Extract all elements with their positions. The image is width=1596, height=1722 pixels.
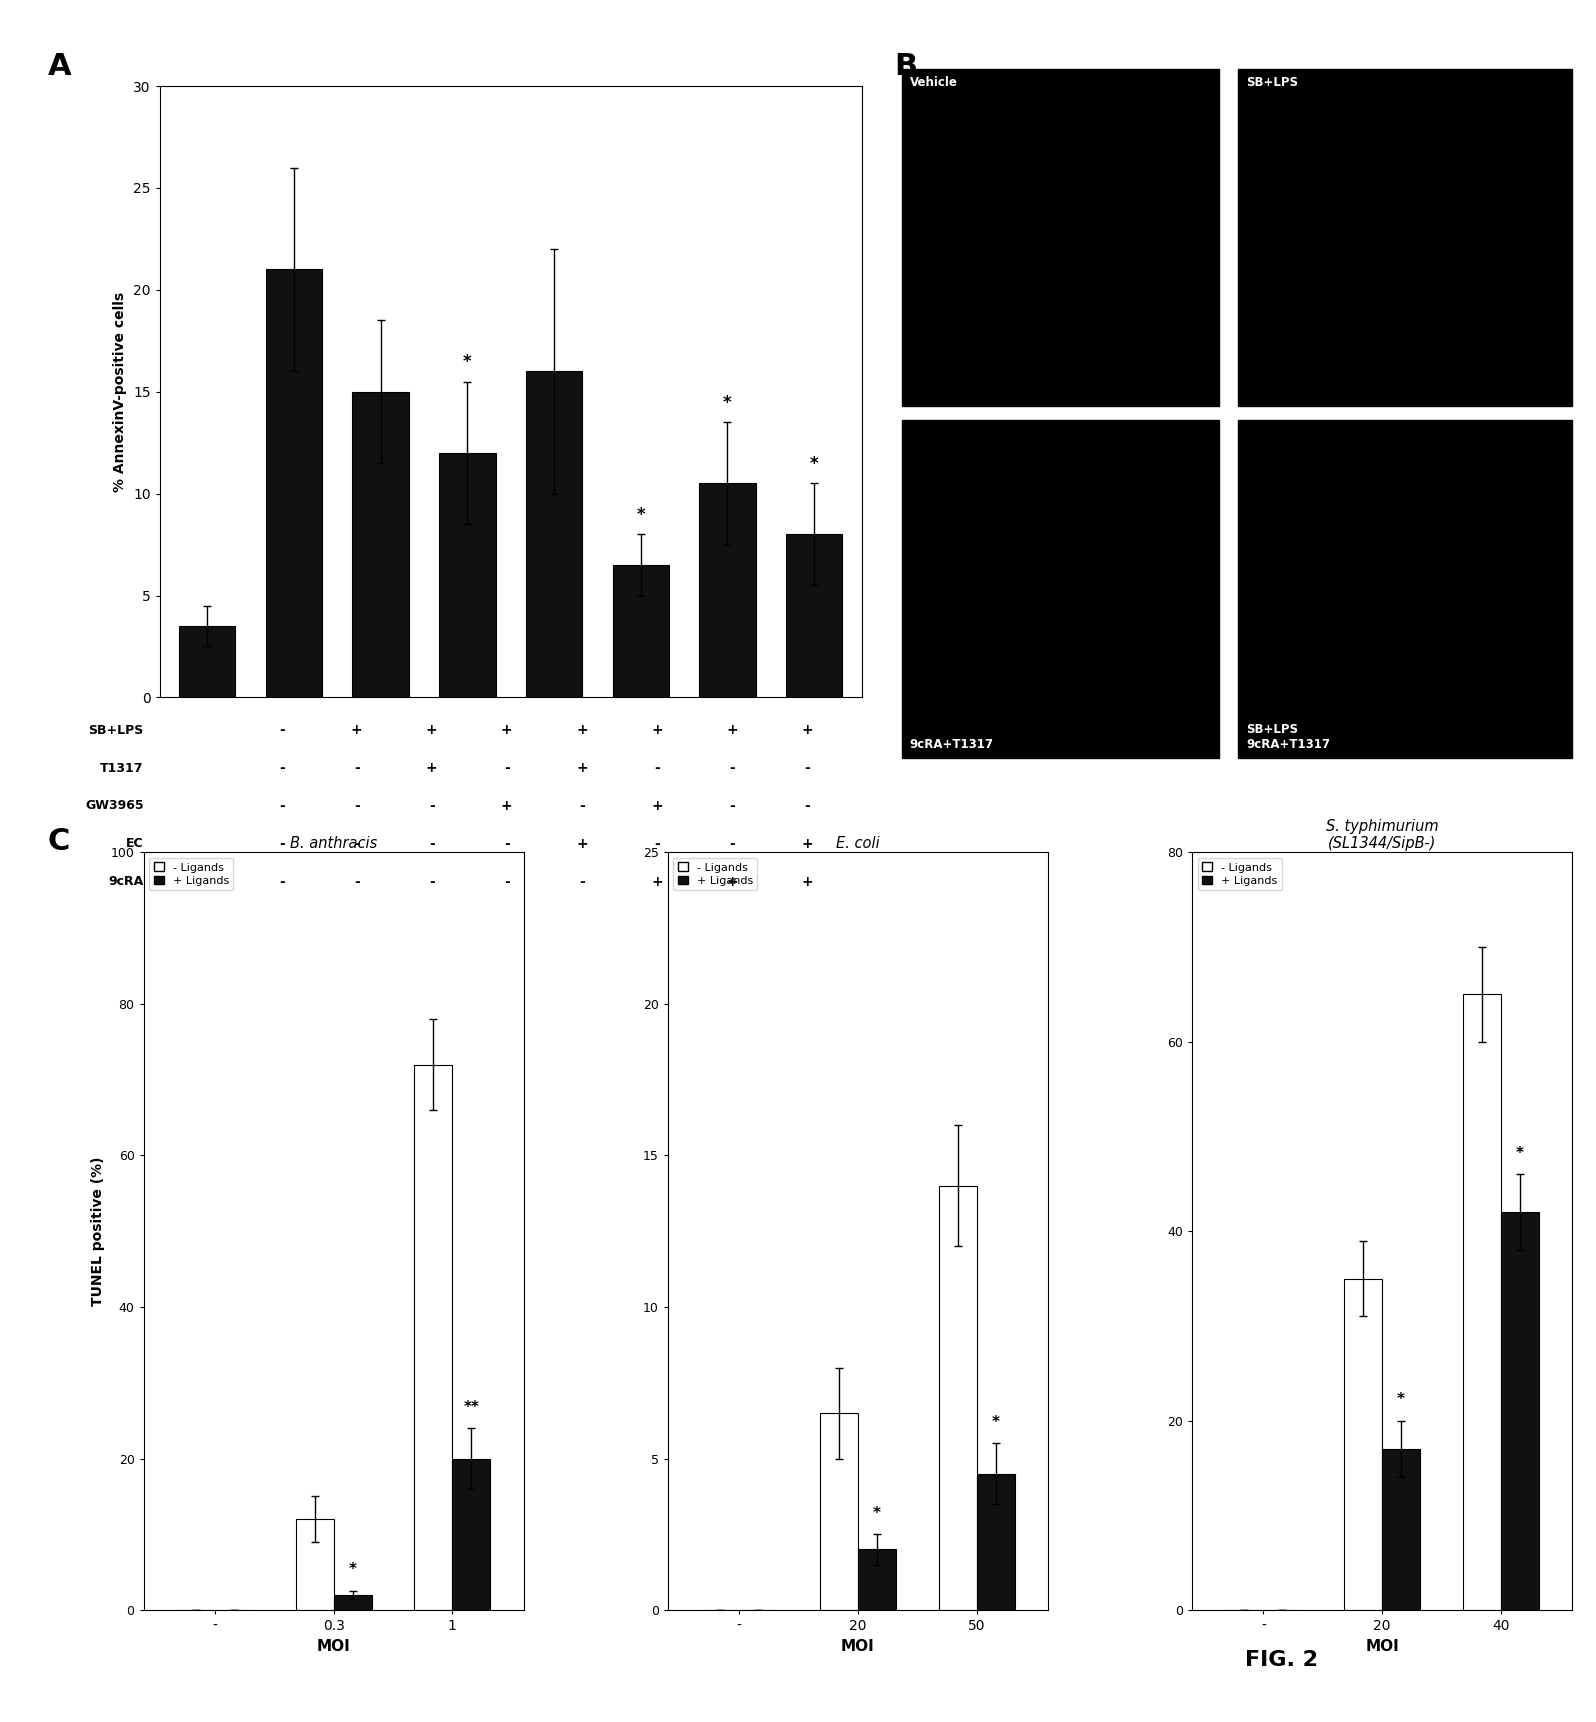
Text: -: - xyxy=(354,837,359,851)
Text: +: + xyxy=(501,723,512,737)
Text: SB+LPS: SB+LPS xyxy=(88,723,144,737)
Bar xyxy=(1344,1278,1382,1610)
Bar xyxy=(613,565,669,697)
Bar xyxy=(179,627,236,697)
Bar xyxy=(452,1459,490,1610)
Text: -: - xyxy=(429,875,434,889)
Text: -: - xyxy=(279,761,284,775)
Text: +: + xyxy=(426,761,437,775)
Bar xyxy=(1464,994,1500,1610)
Text: *: * xyxy=(637,506,645,523)
Text: **: ** xyxy=(463,1400,479,1414)
Text: -: - xyxy=(654,837,659,851)
Text: *: * xyxy=(809,455,819,474)
Bar xyxy=(938,1186,977,1610)
Bar xyxy=(353,393,409,697)
Legend: - Ligands, + Ligands: - Ligands, + Ligands xyxy=(674,858,758,890)
Text: -: - xyxy=(504,875,509,889)
Text: -: - xyxy=(279,875,284,889)
Text: +: + xyxy=(651,799,662,813)
Text: GW3965: GW3965 xyxy=(85,799,144,813)
Text: +: + xyxy=(801,837,812,851)
Text: +: + xyxy=(501,799,512,813)
Text: +: + xyxy=(576,723,587,737)
Bar xyxy=(820,1414,859,1610)
Text: FIG. 2: FIG. 2 xyxy=(1245,1650,1318,1670)
Text: -: - xyxy=(354,799,359,813)
Title: E. coli: E. coli xyxy=(836,837,879,851)
Text: *: * xyxy=(1396,1391,1404,1407)
Text: T1317: T1317 xyxy=(101,761,144,775)
Bar xyxy=(267,270,322,697)
Text: +: + xyxy=(651,723,662,737)
Text: SB+LPS: SB+LPS xyxy=(1246,76,1299,90)
Bar xyxy=(415,1064,452,1610)
Text: -: - xyxy=(729,837,734,851)
Text: -: - xyxy=(279,723,284,737)
Text: SB+LPS
9cRA+T1317: SB+LPS 9cRA+T1317 xyxy=(1246,723,1331,751)
Text: +: + xyxy=(426,723,437,737)
Text: -: - xyxy=(354,875,359,889)
Legend: - Ligands, + Ligands: - Ligands, + Ligands xyxy=(1197,858,1282,890)
Text: C: C xyxy=(48,827,70,856)
Bar xyxy=(977,1474,1015,1610)
Text: +: + xyxy=(801,875,812,889)
Text: *: * xyxy=(463,353,472,372)
Text: -: - xyxy=(654,761,659,775)
Text: -: - xyxy=(579,875,584,889)
X-axis label: MOI: MOI xyxy=(841,1639,875,1653)
Text: -: - xyxy=(804,799,809,813)
Bar xyxy=(1500,1212,1539,1610)
Bar xyxy=(699,484,755,697)
Text: -: - xyxy=(279,837,284,851)
Title: B. anthracis: B. anthracis xyxy=(290,837,377,851)
Text: -: - xyxy=(804,761,809,775)
Text: -: - xyxy=(429,799,434,813)
Text: *: * xyxy=(348,1562,356,1577)
Text: +: + xyxy=(801,723,812,737)
Text: *: * xyxy=(991,1415,999,1429)
Y-axis label: % AnnexinV-positive cells: % AnnexinV-positive cells xyxy=(113,291,128,492)
Bar xyxy=(527,372,583,697)
Text: +: + xyxy=(351,723,362,737)
Bar xyxy=(295,1519,334,1610)
Text: +: + xyxy=(576,837,587,851)
Text: -: - xyxy=(729,761,734,775)
Text: -: - xyxy=(504,837,509,851)
Text: +: + xyxy=(726,875,737,889)
Text: *: * xyxy=(1516,1145,1524,1161)
Text: -: - xyxy=(504,761,509,775)
Bar xyxy=(439,453,495,697)
Text: -: - xyxy=(279,799,284,813)
X-axis label: MOI: MOI xyxy=(316,1639,351,1653)
Text: *: * xyxy=(723,394,733,412)
Text: -: - xyxy=(354,761,359,775)
Text: -: - xyxy=(429,837,434,851)
Bar xyxy=(334,1595,372,1610)
Y-axis label: TUNEL positive (%): TUNEL positive (%) xyxy=(91,1157,105,1305)
Text: +: + xyxy=(651,875,662,889)
Text: +: + xyxy=(576,761,587,775)
Text: +: + xyxy=(726,723,737,737)
Title: S. typhimurium
(SL1344/SipB-): S. typhimurium (SL1344/SipB-) xyxy=(1326,820,1438,851)
Bar xyxy=(785,534,843,697)
Text: -: - xyxy=(579,799,584,813)
Text: B: B xyxy=(894,52,916,81)
Text: Vehicle: Vehicle xyxy=(910,76,958,90)
Legend: - Ligands, + Ligands: - Ligands, + Ligands xyxy=(148,858,233,890)
X-axis label: MOI: MOI xyxy=(1365,1639,1400,1653)
Text: 9cRA+T1317: 9cRA+T1317 xyxy=(910,737,994,751)
Bar xyxy=(859,1550,895,1610)
Text: EC: EC xyxy=(126,837,144,851)
Bar xyxy=(1382,1450,1420,1610)
Text: 9cRA: 9cRA xyxy=(109,875,144,889)
Text: -: - xyxy=(729,799,734,813)
Text: *: * xyxy=(873,1505,881,1521)
Text: A: A xyxy=(48,52,72,81)
